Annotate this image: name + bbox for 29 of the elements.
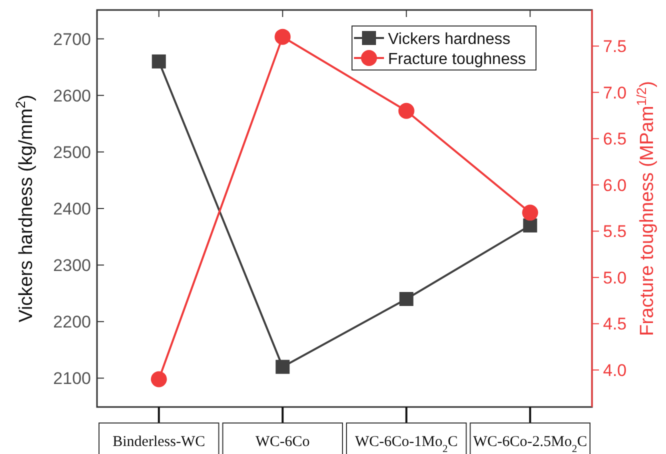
y-tick-label: 2400 bbox=[53, 200, 91, 218]
point bbox=[276, 360, 290, 374]
y2-tick-label: 5.5 bbox=[603, 222, 627, 242]
x-tick-label: Binderless-WC bbox=[112, 434, 206, 450]
x-tick-label: WC-6Co-2.5Mo$_{2}$C bbox=[473, 434, 588, 454]
y-tick-label: 2600 bbox=[53, 86, 91, 106]
y2-tick-label: 6.0 bbox=[603, 176, 627, 195]
point bbox=[523, 218, 538, 232]
y2-tick-label: 6.5 bbox=[603, 130, 627, 149]
x-tick-label: WC-6Co-1Mo$_{2}$C bbox=[354, 434, 458, 454]
y-tick-label: 2700 bbox=[53, 30, 91, 49]
y2-tick-label: 4.0 bbox=[603, 360, 627, 380]
y-tick-label: 2500 bbox=[53, 142, 91, 162]
y-tick-label: 2100 bbox=[53, 369, 91, 388]
point bbox=[399, 292, 414, 306]
point bbox=[150, 371, 167, 388]
y2-tick-label: 7.5 bbox=[603, 37, 627, 56]
point bbox=[274, 28, 291, 45]
y2-tick-label: 7.0 bbox=[603, 83, 627, 102]
y-tick-label: 2300 bbox=[53, 256, 91, 276]
legend-label: Fracture toughness bbox=[388, 51, 526, 68]
point bbox=[152, 54, 166, 68]
y2-tick-label: 5.0 bbox=[603, 268, 627, 288]
point bbox=[398, 102, 414, 119]
point bbox=[522, 204, 538, 221]
x-tick-label: WC-6Co bbox=[256, 434, 310, 450]
y2-tick-label: 4.5 bbox=[603, 314, 627, 334]
legend-label: Vickers hardness bbox=[388, 31, 510, 48]
y-tick-label: 2200 bbox=[53, 312, 91, 332]
